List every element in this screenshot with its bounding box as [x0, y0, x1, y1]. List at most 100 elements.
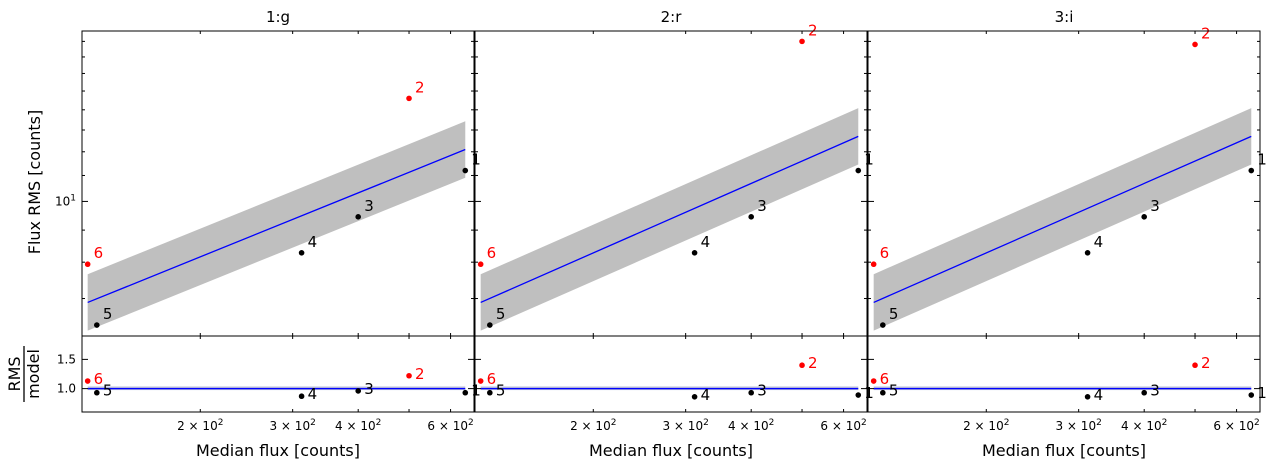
data-point-4: [298, 250, 305, 256]
ratio-point-1: [1248, 392, 1255, 398]
model-line: [873, 135, 1252, 304]
data-point-6: [477, 261, 484, 268]
x-tick-label: 4 × 102: [335, 418, 381, 433]
point-label-6: 6: [880, 244, 890, 262]
ratio-label-numerator: RMS: [5, 356, 24, 391]
bottom-axes-frame: [867, 335, 1261, 413]
point-label-3: 3: [757, 197, 767, 215]
ratio-label-1: 1: [864, 384, 874, 402]
model-line: [87, 148, 466, 304]
point-label-2: 2: [1201, 24, 1211, 42]
data-point-6: [870, 261, 877, 268]
x-axis-label: Median flux [counts]: [589, 441, 753, 460]
ratio-point-4: [1084, 394, 1091, 400]
point-label-1: 1: [471, 151, 481, 169]
x-tick-label: 4 × 102: [728, 418, 774, 433]
y-axis-label-top: Flux RMS [counts]: [25, 110, 44, 254]
data-point-2: [406, 95, 412, 102]
point-label-2: 2: [415, 78, 425, 96]
ratio-point-4: [298, 393, 305, 400]
ratio-point-3: [1141, 389, 1147, 396]
data-point-3: [748, 214, 754, 220]
ratio-point-2: [406, 372, 412, 379]
ratio-point-6: [477, 378, 484, 384]
x-tick-label: 2 × 102: [177, 418, 223, 433]
data-point-6: [84, 261, 91, 268]
data-point-1: [1248, 167, 1255, 174]
x-tick-label: 2 × 102: [963, 418, 1009, 433]
ratio-label-5: 5: [889, 382, 899, 400]
panel-title: 1:g: [266, 8, 290, 26]
x-tick-label: 6 × 102: [820, 418, 866, 433]
point-label-1: 1: [1257, 151, 1267, 169]
ratio-label-6: 6: [487, 370, 497, 388]
point-label-4: 4: [308, 233, 318, 251]
point-label-3: 3: [1150, 197, 1160, 215]
point-label-4: 4: [1094, 233, 1104, 251]
model-line: [480, 135, 859, 304]
x-axis-label: Median flux [counts]: [982, 441, 1146, 460]
x-tick-label: 6 × 102: [427, 418, 473, 433]
data-point-5: [880, 322, 886, 328]
ratio-point-5: [94, 389, 100, 396]
point-label-6: 6: [487, 244, 497, 262]
ratio-label-1: 1: [471, 382, 481, 400]
point-label-5: 5: [496, 305, 506, 323]
data-point-4: [1084, 250, 1091, 256]
ratio-label-1: 1: [1257, 384, 1267, 402]
ratio-label-5: 5: [496, 382, 506, 400]
ratio-point-5: [880, 389, 886, 396]
ratio-label-denominator: model: [24, 349, 43, 399]
x-tick-label: 3 × 102: [1055, 418, 1101, 433]
x-tick-label: 6 × 102: [1213, 418, 1259, 433]
x-tick-label: 3 × 102: [269, 418, 315, 433]
y-axis-label-bottom: RMS model: [5, 346, 43, 402]
data-point-5: [94, 322, 100, 328]
x-axis-label: Median flux [counts]: [196, 441, 360, 460]
data-point-1: [855, 167, 862, 174]
point-label-3: 3: [364, 197, 374, 215]
bottom-axes-frame: [81, 335, 475, 413]
data-point-5: [487, 322, 493, 328]
ratio-point-3: [355, 388, 361, 394]
ratio-label-3: 3: [1150, 382, 1160, 400]
ratio-label-2: 2: [1201, 354, 1211, 372]
ratio-point-1: [855, 392, 862, 398]
ratio-point-3: [748, 389, 754, 396]
point-label-6: 6: [94, 244, 104, 262]
data-point-4: [691, 250, 698, 256]
ratio-point-2: [1192, 362, 1198, 369]
point-label-5: 5: [889, 305, 899, 323]
ratio-point-4: [691, 394, 698, 400]
ratio-label-4: 4: [308, 385, 318, 403]
ratio-label-5: 5: [103, 382, 113, 400]
ratio-y-tick-label: 1.0: [57, 382, 76, 396]
panel-title: 3:i: [1055, 8, 1074, 26]
ratio-label-4: 4: [1094, 386, 1104, 404]
point-label-4: 4: [701, 233, 711, 251]
ratio-point-1: [462, 389, 469, 396]
x-tick-label: 3 × 102: [662, 418, 708, 433]
ratio-label-3: 3: [757, 382, 767, 400]
ratio-point-5: [487, 389, 493, 396]
y-tick-label: 101: [55, 193, 76, 208]
panel-title: 2:r: [661, 8, 683, 26]
x-tick-label: 2 × 102: [570, 418, 616, 433]
data-point-2: [799, 38, 805, 45]
ratio-label-2: 2: [808, 354, 818, 372]
ratio-point-6: [870, 378, 877, 384]
data-point-1: [462, 167, 469, 174]
point-label-1: 1: [864, 151, 874, 169]
x-tick-label: 4 × 102: [1121, 418, 1167, 433]
ratio-label-6: 6: [94, 370, 104, 388]
ratio-point-6: [84, 378, 91, 384]
ratio-label-4: 4: [701, 386, 711, 404]
point-label-2: 2: [808, 21, 818, 39]
bottom-axes-frame: [474, 335, 868, 413]
point-label-5: 5: [103, 305, 113, 323]
